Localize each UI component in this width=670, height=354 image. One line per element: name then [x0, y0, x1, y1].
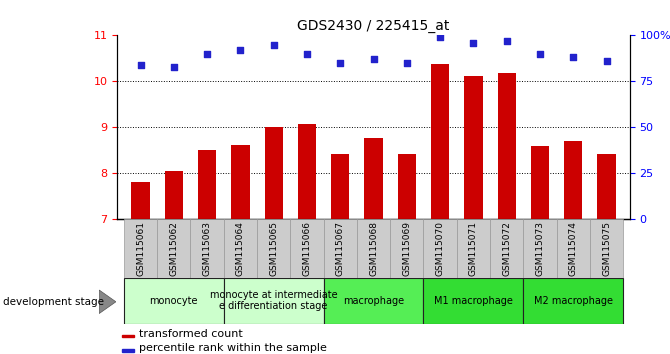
Bar — [423, 278, 523, 324]
Bar — [224, 278, 324, 324]
Bar — [190, 219, 224, 278]
Bar — [557, 219, 590, 278]
Bar — [423, 219, 457, 278]
Point — [535, 51, 545, 57]
Bar — [598, 154, 616, 219]
Polygon shape — [99, 290, 116, 314]
Bar — [531, 146, 549, 219]
Point — [369, 57, 379, 62]
Bar — [297, 124, 316, 219]
Text: transformed count: transformed count — [139, 329, 243, 338]
Point — [235, 47, 246, 53]
Text: monocyte at intermediate
e differentiation stage: monocyte at intermediate e differentiati… — [210, 291, 338, 311]
Point — [202, 51, 212, 57]
Bar — [324, 278, 423, 324]
Text: GSM115062: GSM115062 — [170, 221, 178, 276]
Bar — [157, 219, 190, 278]
Bar — [331, 154, 349, 219]
Bar — [398, 154, 416, 219]
Point — [302, 51, 312, 57]
Bar — [123, 349, 133, 352]
Bar — [498, 73, 516, 219]
Text: GSM115066: GSM115066 — [302, 221, 312, 276]
Bar — [265, 126, 283, 219]
Text: GSM115061: GSM115061 — [136, 221, 145, 276]
Bar — [431, 64, 450, 219]
Bar — [165, 171, 183, 219]
Point — [401, 60, 412, 66]
Bar — [124, 219, 157, 278]
Point — [335, 60, 346, 66]
Text: GSM115068: GSM115068 — [369, 221, 378, 276]
Bar — [357, 219, 390, 278]
Bar — [590, 219, 623, 278]
Point — [601, 58, 612, 64]
Bar — [124, 278, 224, 324]
Text: GSM115071: GSM115071 — [469, 221, 478, 276]
Bar — [490, 219, 523, 278]
Text: macrophage: macrophage — [343, 296, 404, 306]
Text: GSM115064: GSM115064 — [236, 221, 245, 276]
Text: M1 macrophage: M1 macrophage — [434, 296, 513, 306]
Bar — [224, 219, 257, 278]
Bar — [564, 141, 582, 219]
Bar — [290, 219, 324, 278]
Text: GSM115072: GSM115072 — [502, 221, 511, 276]
Text: GSM115073: GSM115073 — [535, 221, 545, 276]
Point — [268, 42, 279, 47]
Bar — [257, 219, 290, 278]
Point — [501, 38, 512, 44]
Point — [135, 62, 146, 68]
Point — [168, 64, 179, 69]
Bar — [324, 219, 357, 278]
Text: M2 macrophage: M2 macrophage — [534, 296, 613, 306]
Text: GSM115069: GSM115069 — [402, 221, 411, 276]
Bar — [464, 76, 482, 219]
Text: GSM115070: GSM115070 — [436, 221, 445, 276]
Bar — [198, 149, 216, 219]
Point — [468, 40, 479, 46]
Text: GSM115074: GSM115074 — [569, 221, 578, 276]
Text: GSM115067: GSM115067 — [336, 221, 345, 276]
Text: GSM115075: GSM115075 — [602, 221, 611, 276]
Bar — [457, 219, 490, 278]
Bar — [523, 278, 623, 324]
Bar — [523, 219, 557, 278]
Bar — [123, 335, 133, 337]
Point — [435, 34, 446, 40]
Bar — [390, 219, 423, 278]
Point — [568, 55, 579, 60]
Text: percentile rank within the sample: percentile rank within the sample — [139, 343, 327, 353]
Text: GSM115065: GSM115065 — [269, 221, 278, 276]
Text: development stage: development stage — [3, 297, 105, 307]
Bar — [231, 145, 249, 219]
Text: monocyte: monocyte — [149, 296, 198, 306]
Title: GDS2430 / 225415_at: GDS2430 / 225415_at — [297, 19, 450, 33]
Bar — [364, 138, 383, 219]
Bar — [131, 182, 149, 219]
Text: GSM115063: GSM115063 — [202, 221, 212, 276]
